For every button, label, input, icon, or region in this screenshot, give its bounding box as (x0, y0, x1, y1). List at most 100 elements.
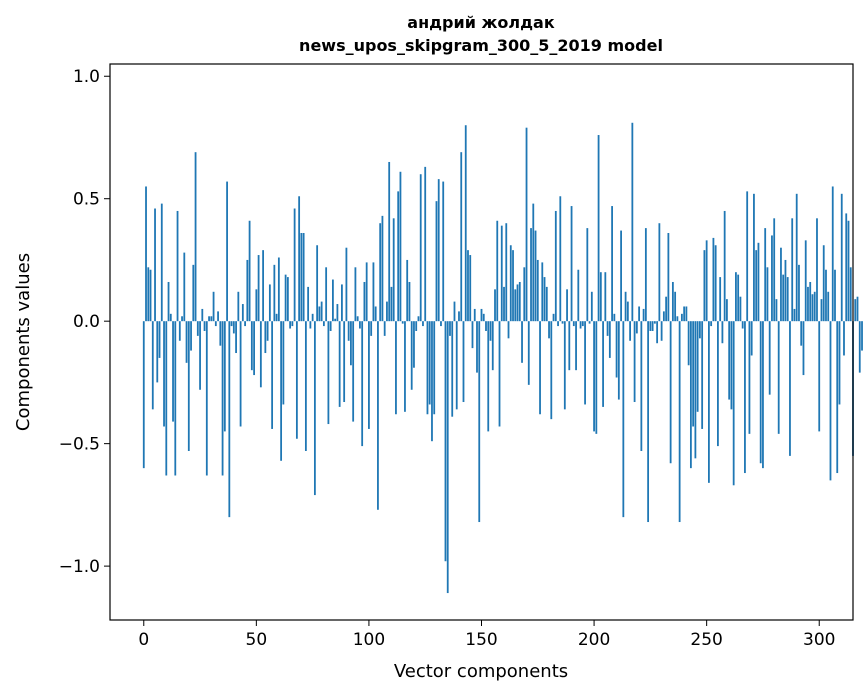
bar (613, 313, 616, 322)
bar (404, 321, 406, 412)
x-tick-label: 100 (353, 630, 385, 650)
bar (239, 321, 242, 427)
bar (268, 284, 271, 322)
bar (845, 213, 848, 322)
bar (856, 296, 859, 322)
bar (744, 321, 746, 474)
bar (181, 316, 183, 322)
y-ticks: −1.0 −0.5 0.0 0.5 1.0 (59, 67, 110, 577)
bar (651, 321, 654, 331)
bar (653, 321, 656, 324)
bar (237, 291, 240, 322)
bar (624, 291, 627, 322)
bar (498, 321, 501, 427)
bar (241, 304, 244, 322)
bar (259, 321, 262, 388)
bar (834, 269, 836, 322)
bar (710, 321, 713, 327)
bar (712, 237, 715, 322)
bar (352, 321, 355, 422)
bar (541, 262, 544, 322)
bar (689, 321, 692, 469)
bar (786, 277, 789, 322)
bar (298, 196, 301, 322)
bar (453, 301, 456, 322)
bar (608, 321, 611, 358)
bar (300, 233, 303, 322)
bar (266, 321, 269, 341)
bar (739, 296, 742, 322)
bar (363, 281, 366, 322)
bar (354, 267, 357, 322)
bar (408, 281, 411, 322)
bar (221, 321, 224, 476)
bar (230, 321, 233, 327)
bar (377, 321, 379, 510)
bar (633, 321, 636, 403)
bar (521, 321, 523, 363)
bar (816, 218, 818, 322)
bar (154, 208, 156, 322)
bar (588, 321, 591, 324)
bar (584, 321, 586, 405)
bar (847, 220, 850, 322)
bar (228, 321, 231, 518)
y-tick-label: 0.5 (73, 190, 100, 210)
bar (809, 281, 812, 322)
bar (417, 316, 420, 322)
bar (232, 321, 235, 334)
bar (264, 321, 267, 354)
bar (566, 289, 568, 322)
bar (795, 193, 798, 322)
bar (422, 321, 424, 327)
bar (219, 321, 222, 346)
bar (156, 321, 159, 383)
bar (656, 321, 659, 344)
bar (345, 247, 348, 322)
bar (721, 321, 724, 344)
bar (223, 321, 226, 432)
bar (399, 171, 402, 322)
bar (467, 250, 469, 322)
bar (336, 304, 339, 322)
bar (397, 191, 400, 322)
bar (413, 321, 415, 368)
bar (757, 242, 760, 322)
y-tick-label: −0.5 (59, 435, 100, 455)
bar (777, 321, 780, 434)
bar (838, 321, 841, 405)
bar (388, 161, 391, 322)
bar (840, 193, 843, 322)
bar (311, 313, 314, 322)
bar (532, 203, 535, 322)
bar (827, 291, 830, 322)
bar (390, 286, 393, 322)
bar (728, 321, 731, 400)
bar (717, 321, 719, 447)
bar (631, 122, 634, 322)
bar (557, 321, 559, 327)
bar (811, 294, 814, 322)
bar (248, 220, 251, 322)
bar (620, 230, 622, 322)
bar (818, 321, 821, 432)
bar (563, 321, 566, 410)
bar (768, 321, 771, 395)
bar (190, 321, 192, 351)
bar (379, 223, 382, 322)
bar (611, 206, 613, 322)
bar (579, 321, 582, 329)
bar (147, 267, 150, 322)
bar (606, 321, 609, 336)
bar (683, 306, 686, 322)
bar (804, 240, 807, 322)
bar (487, 321, 490, 432)
bar (548, 321, 550, 339)
bar (273, 264, 276, 322)
bar (322, 321, 325, 327)
bar (442, 181, 445, 322)
bar (741, 321, 744, 329)
bar (514, 289, 517, 322)
bar (334, 318, 337, 322)
